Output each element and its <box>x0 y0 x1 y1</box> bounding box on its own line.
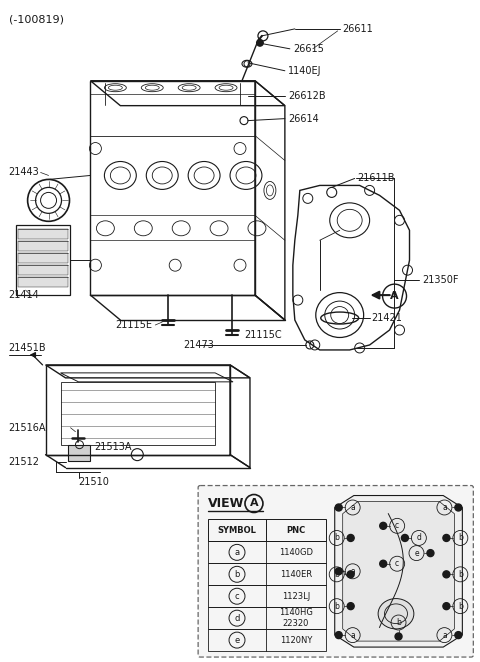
Text: b: b <box>458 570 463 579</box>
Text: 21414: 21414 <box>9 290 39 300</box>
Circle shape <box>256 39 264 47</box>
Text: 21611B: 21611B <box>358 173 395 183</box>
Bar <box>208 520 326 542</box>
Circle shape <box>380 560 387 567</box>
Ellipse shape <box>378 598 414 629</box>
Circle shape <box>380 522 387 530</box>
Circle shape <box>443 534 450 542</box>
Text: b: b <box>334 570 339 579</box>
Text: e: e <box>414 549 419 557</box>
Circle shape <box>427 549 434 557</box>
Circle shape <box>443 602 450 610</box>
Bar <box>208 585 326 607</box>
Bar <box>208 607 326 629</box>
FancyBboxPatch shape <box>198 485 473 657</box>
Circle shape <box>401 534 408 542</box>
Text: SYMBOL: SYMBOL <box>217 526 256 535</box>
Text: 21115E: 21115E <box>115 320 152 330</box>
Circle shape <box>347 534 354 542</box>
Polygon shape <box>343 502 455 641</box>
Text: 26615: 26615 <box>293 44 324 54</box>
Text: 1140EJ: 1140EJ <box>288 66 322 75</box>
Text: 21451B: 21451B <box>9 343 46 353</box>
Text: c: c <box>395 522 399 530</box>
Bar <box>208 542 326 563</box>
Text: b: b <box>458 534 463 542</box>
Bar <box>18 254 69 263</box>
Bar <box>69 445 90 461</box>
Text: 1123LJ: 1123LJ <box>282 592 310 600</box>
Circle shape <box>443 571 450 578</box>
Text: c: c <box>395 559 399 568</box>
Text: VIEW: VIEW <box>208 497 244 510</box>
Text: A: A <box>390 291 399 301</box>
Polygon shape <box>335 496 462 647</box>
Text: 21516A: 21516A <box>9 423 46 433</box>
Text: 21421: 21421 <box>372 313 403 323</box>
Bar <box>18 229 69 239</box>
Text: a: a <box>350 503 355 512</box>
Circle shape <box>455 504 462 511</box>
Bar <box>208 629 326 651</box>
Circle shape <box>335 504 342 511</box>
Text: 26611: 26611 <box>343 24 373 34</box>
Text: c: c <box>235 592 240 600</box>
Text: 21115C: 21115C <box>244 330 282 340</box>
Circle shape <box>347 602 354 610</box>
Circle shape <box>455 632 462 639</box>
Text: e: e <box>234 636 240 645</box>
Text: 1140HG
22320: 1140HG 22320 <box>279 608 313 628</box>
Text: a: a <box>350 631 355 639</box>
Text: (-100819): (-100819) <box>9 15 64 25</box>
Text: 21350F: 21350F <box>422 275 459 285</box>
Bar <box>18 241 69 252</box>
Text: 26614: 26614 <box>288 114 319 124</box>
Text: d: d <box>234 614 240 623</box>
Text: d: d <box>417 534 421 542</box>
Text: 21510: 21510 <box>78 477 109 487</box>
Text: a: a <box>350 567 355 576</box>
Circle shape <box>335 632 342 639</box>
Text: 21473: 21473 <box>183 340 214 350</box>
Text: 1140ER: 1140ER <box>280 570 312 579</box>
Text: 1120NY: 1120NY <box>280 636 312 645</box>
Text: a: a <box>442 631 447 639</box>
Text: b: b <box>334 602 339 610</box>
Text: b: b <box>396 618 401 627</box>
Bar <box>18 277 69 287</box>
Text: A: A <box>250 498 258 508</box>
Text: b: b <box>458 602 463 610</box>
Text: a: a <box>234 548 240 557</box>
Circle shape <box>347 571 354 578</box>
Text: 21443: 21443 <box>9 167 39 177</box>
Bar <box>208 563 326 585</box>
Bar <box>18 265 69 275</box>
Text: a: a <box>442 503 447 512</box>
Text: 21512: 21512 <box>9 457 40 467</box>
Text: 21513A: 21513A <box>95 442 132 451</box>
Text: 1140GD: 1140GD <box>279 548 313 557</box>
Text: b: b <box>234 570 240 579</box>
Text: b: b <box>334 534 339 542</box>
Circle shape <box>335 568 342 575</box>
Text: PNC: PNC <box>286 526 305 535</box>
Bar <box>16 225 71 295</box>
Text: 26612B: 26612B <box>288 91 325 101</box>
Circle shape <box>395 633 402 640</box>
